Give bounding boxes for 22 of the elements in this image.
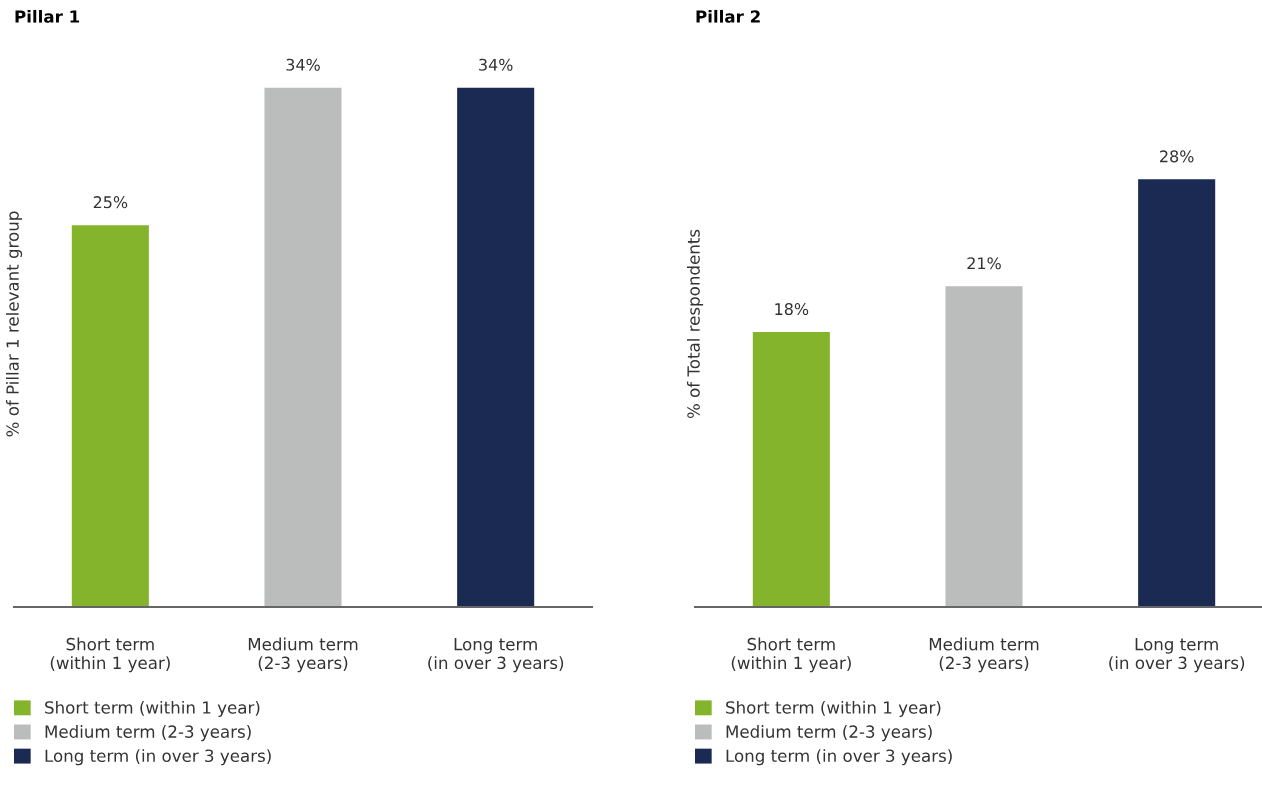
- x-tick-label: Short term (within 1 year): [50, 637, 170, 673]
- data-label: 25%: [93, 196, 128, 209]
- legend-label: Medium term (2-3 years): [45, 725, 251, 742]
- y-axis-title: % of Pillar 1 relevant group: [5, 211, 23, 437]
- x-tick-label: Long term (in over 3 years): [1109, 638, 1245, 673]
- data-label: 21%: [967, 257, 1001, 270]
- y-axis-title: % of Total respondents: [686, 229, 704, 419]
- chart-title: Pillar 2: [696, 9, 760, 23]
- x-tick-label: Medium term (2-3 years): [248, 637, 358, 673]
- legend-label: Long term (in over 3 years): [726, 749, 952, 766]
- data-label: 28%: [1160, 150, 1194, 163]
- x-tick-label: Medium term (2-3 years): [929, 637, 1039, 673]
- x-tick-label: Short term (within 1 year): [731, 637, 851, 673]
- legend-label: Short term (within 1 year): [45, 700, 260, 718]
- data-label: 34%: [286, 58, 320, 71]
- x-tick-label: Long term (in over 3 years): [428, 638, 564, 673]
- legend-label: Long term (in over 3 years): [45, 749, 271, 766]
- data-label: 34%: [479, 58, 513, 71]
- chart-title: Pillar 1: [15, 9, 80, 23]
- legend-label: Medium term (2-3 years): [726, 725, 932, 742]
- data-label: 18%: [775, 303, 809, 316]
- legend-label: Short term (within 1 year): [726, 700, 941, 718]
